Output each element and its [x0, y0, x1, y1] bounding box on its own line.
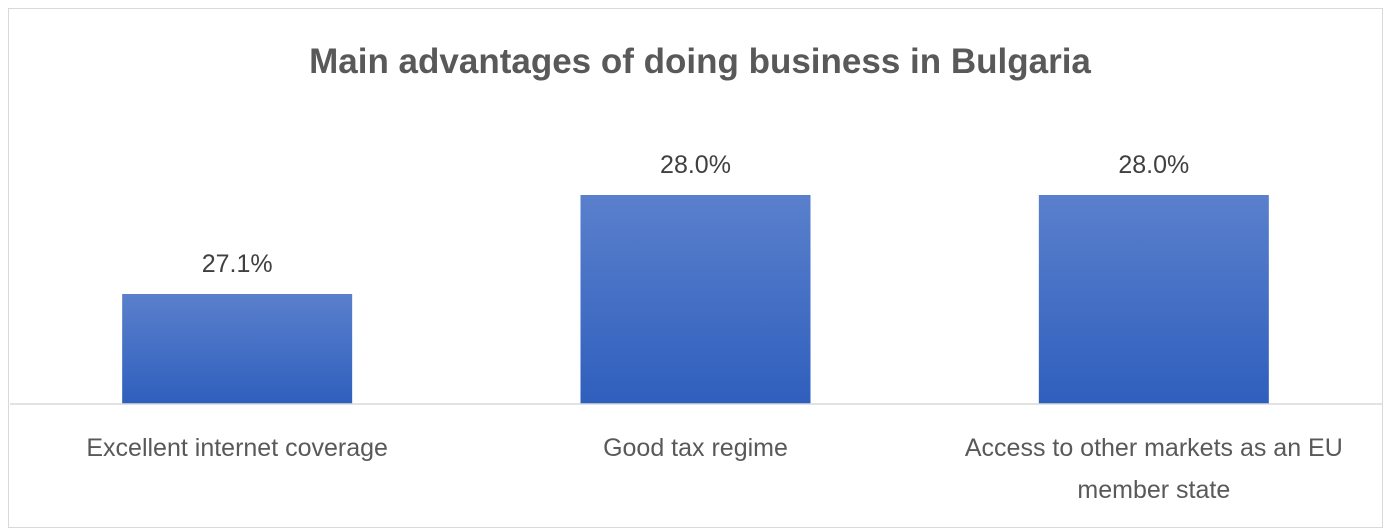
data-label-3: 28.0% — [1118, 151, 1189, 179]
category-label-2: Good tax regime — [603, 434, 788, 462]
chart-title: Main advantages of doing business in Bul… — [309, 42, 1091, 81]
bars-group — [122, 195, 1269, 404]
labels-group: 27.1% Excellent internet coverage 28.0% Goo… — [86, 151, 1342, 504]
bar-3 — [1038, 195, 1269, 404]
category-label-1: Excellent internet coverage — [86, 434, 388, 462]
category-label-3-line-2: member state — [1077, 476, 1230, 504]
category-label-3-line-1: Access to other markets as an EU — [965, 434, 1343, 462]
data-label-2: 28.0% — [660, 151, 731, 179]
bar-chart: Main advantages of doing business in Bul… — [10, 42, 1383, 504]
data-label-1: 27.1% — [202, 250, 273, 278]
bar-2 — [580, 195, 811, 404]
bar-1 — [122, 294, 353, 404]
